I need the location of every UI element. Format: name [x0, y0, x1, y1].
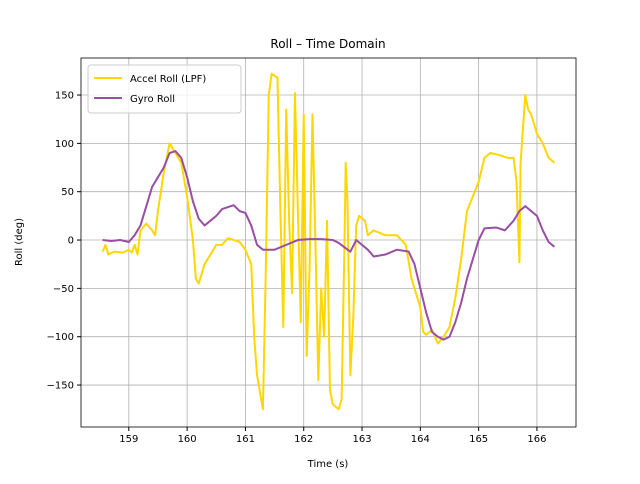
y-tick-label: 100 — [55, 139, 74, 150]
x-tick-label: 166 — [527, 434, 546, 445]
x-tick-label: 161 — [236, 434, 255, 445]
y-tick-label: 150 — [55, 91, 74, 102]
y-tick-label: 0 — [68, 236, 74, 247]
legend-label: Gyro Roll — [130, 94, 175, 105]
x-tick-label: 159 — [119, 434, 138, 445]
x-tick-label: 163 — [352, 434, 371, 445]
x-tick-label: 160 — [178, 434, 197, 445]
y-tick-label: −50 — [53, 284, 74, 295]
x-tick-label: 162 — [294, 434, 313, 445]
legend-box — [87, 64, 242, 114]
y-tick-label: 50 — [61, 187, 74, 198]
y-axis-label: Roll (deg) — [14, 218, 25, 266]
series-line — [102, 150, 556, 341]
x-tick-label: 164 — [411, 434, 430, 445]
x-axis-label: Time (s) — [307, 459, 349, 470]
series-line — [101, 72, 556, 411]
legend-label: Accel Roll (LPF) — [130, 74, 206, 85]
chart-title: Roll – Time Domain — [270, 37, 385, 51]
plot-frame — [80, 57, 577, 428]
y-tick-label: −150 — [47, 381, 74, 392]
y-tick-label: −100 — [47, 332, 74, 343]
x-tick-label: 165 — [469, 434, 488, 445]
